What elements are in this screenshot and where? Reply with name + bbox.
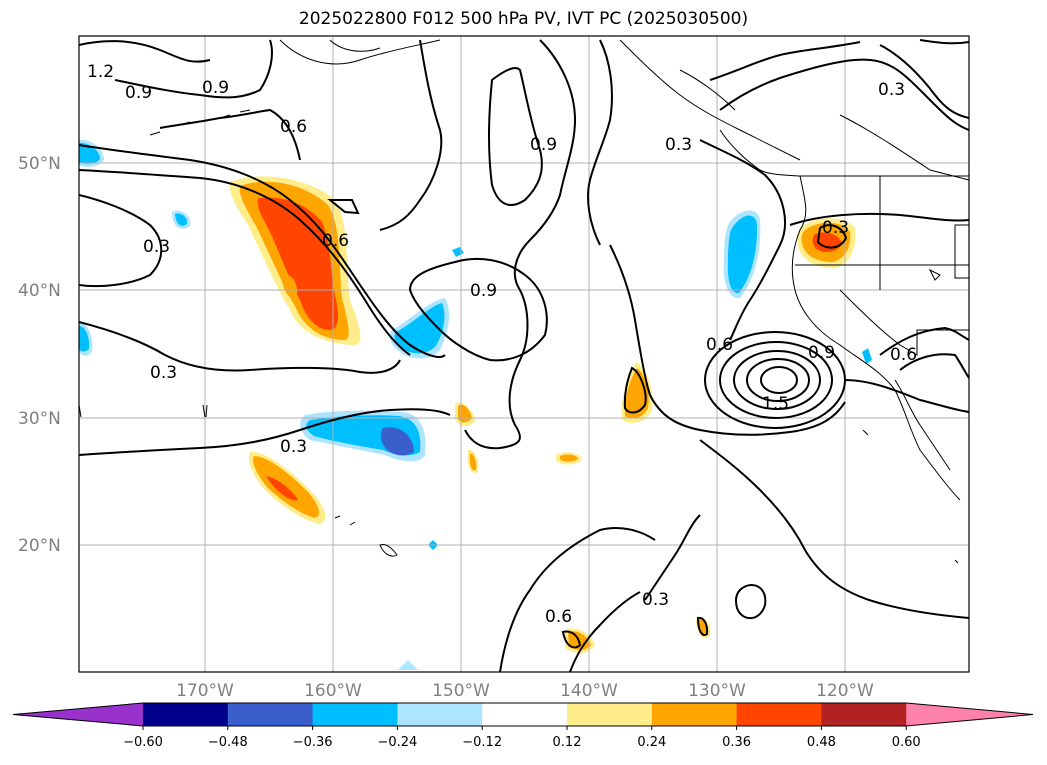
colorbar-tick-label: −0.48 [208, 735, 248, 750]
coastlines [79, 39, 969, 564]
lon-label: 160°W [304, 681, 362, 701]
lon-label: 150°W [432, 681, 490, 701]
contour-label: 1.5 [762, 394, 789, 414]
contour-label: 0.3 [642, 590, 669, 610]
map-title: 2025022800 F012 500 hPa PV, IVT PC (2025… [298, 9, 749, 29]
contour-label: 0.9 [470, 281, 497, 301]
contour-label: 0.6 [322, 231, 349, 251]
lat-label: 20°N [18, 536, 61, 556]
lon-label: 120°W [816, 681, 874, 701]
lon-label: 140°W [560, 681, 618, 701]
contour-label: 0.6 [890, 345, 917, 365]
contour-label: 0.9 [530, 135, 557, 155]
colorbar-tick-label: −0.12 [462, 735, 502, 750]
colorbar-segment [651, 703, 738, 726]
contour-label: 0.9 [202, 78, 229, 98]
lon-label: 130°W [688, 681, 746, 701]
contour-label: 0.3 [150, 363, 177, 383]
shaded-anomalies [79, 139, 872, 670]
colorbar-tick-label: 0.36 [722, 735, 751, 750]
colorbar-extend-right [906, 703, 1033, 726]
contour-label: 0.3 [665, 135, 692, 155]
contour-label: 0.6 [706, 335, 733, 355]
latitude-labels: 50°N 40°N 30°N 20°N [18, 154, 61, 556]
colorbar-tick-label: −0.24 [377, 735, 417, 750]
contour-label: 0.6 [280, 117, 307, 137]
colorbar-tick-label: 0.12 [553, 735, 582, 750]
colorbar-tick-label: 0.60 [892, 735, 921, 750]
lat-label: 30°N [18, 409, 61, 429]
colorbar-tick-label: −0.60 [123, 735, 163, 750]
longitude-labels: 170°W 160°W 150°W 140°W 130°W 120°W [176, 681, 874, 701]
colorbar-segment [482, 703, 568, 726]
lat-label: 40°N [18, 281, 61, 301]
contour-label: 0.3 [143, 237, 170, 257]
colorbar-segment [397, 703, 483, 726]
map-frame [78, 35, 970, 673]
contour-label: 0.3 [878, 80, 905, 100]
contour-label: 0.9 [808, 343, 835, 363]
contour-label: 0.6 [545, 607, 572, 627]
colorbar: −0.60 −0.48 −0.36 −0.24 −0.12 0.12 0.24 0.36 0.4… [12, 702, 1034, 750]
colorbar-segment [143, 703, 229, 726]
contour-labels: 1.2 0.9 0.9 0.6 0.3 0.6 0.3 0.3 0.9 0.9 … [87, 62, 917, 627]
colorbar-segment [227, 703, 314, 726]
colorbar-tick-label: 0.48 [807, 735, 836, 750]
contour-label: 0.9 [125, 83, 152, 103]
contour-label: 0.3 [280, 437, 307, 457]
lat-label: 50°N [18, 154, 61, 174]
colorbar-extend-left [13, 703, 143, 726]
colorbar-segment [312, 703, 398, 726]
colorbar-segment [567, 703, 653, 726]
colorbar-segment [736, 703, 822, 726]
contour-label: 1.2 [87, 62, 114, 82]
gridlines [79, 36, 969, 672]
pv-contours [79, 39, 969, 672]
colorbar-tick-label: −0.36 [293, 735, 333, 750]
colorbar-tick-label: 0.24 [637, 735, 666, 750]
lon-label: 170°W [176, 681, 234, 701]
colorbar-segment [821, 703, 907, 726]
map-area: 1.2 0.9 0.9 0.6 0.3 0.6 0.3 0.3 0.9 0.9 … [79, 36, 969, 672]
contour-label: 0.3 [822, 218, 849, 238]
